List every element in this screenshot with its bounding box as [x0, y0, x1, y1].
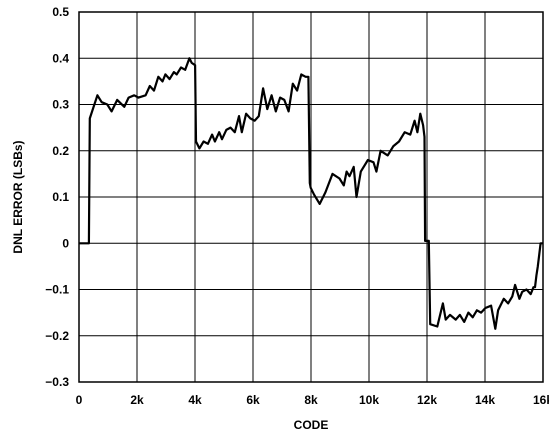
y-tick-label: −0.2 [45, 329, 69, 343]
x-tick-label: 12k [417, 393, 437, 407]
tick-labels: 0 2k 4k 6k 8k 10k 12k 14k 16k 0.5 0.4 0.3 0.2 0.1 0 −0.… [45, 5, 549, 407]
y-tick-label: 0.2 [52, 144, 69, 158]
x-tick-label: 0 [76, 393, 83, 407]
x-tick-label: 8k [304, 393, 318, 407]
x-axis-title: CODE [294, 418, 329, 432]
y-tick-label: 0.1 [52, 190, 69, 204]
x-tick-label: 6k [246, 393, 260, 407]
y-tick-label: 0.3 [52, 98, 69, 112]
x-tick-label: 4k [188, 393, 202, 407]
x-tick-label: 16k [533, 393, 549, 407]
grid [79, 12, 543, 382]
y-axis-title: DNL ERROR (LSBs) [11, 140, 25, 253]
x-tick-label: 10k [359, 393, 379, 407]
y-tick-label: −0.1 [45, 283, 69, 297]
y-tick-label: 0 [62, 236, 69, 250]
plot-frame [78, 11, 544, 383]
y-tick-label: 0.5 [52, 5, 69, 19]
x-tick-label: 2k [130, 393, 144, 407]
dnl-error-series-line [79, 57, 543, 330]
x-tick-label: 14k [475, 393, 495, 407]
y-tick-label: −0.3 [45, 375, 69, 389]
y-tick-label: 0.4 [52, 51, 69, 65]
